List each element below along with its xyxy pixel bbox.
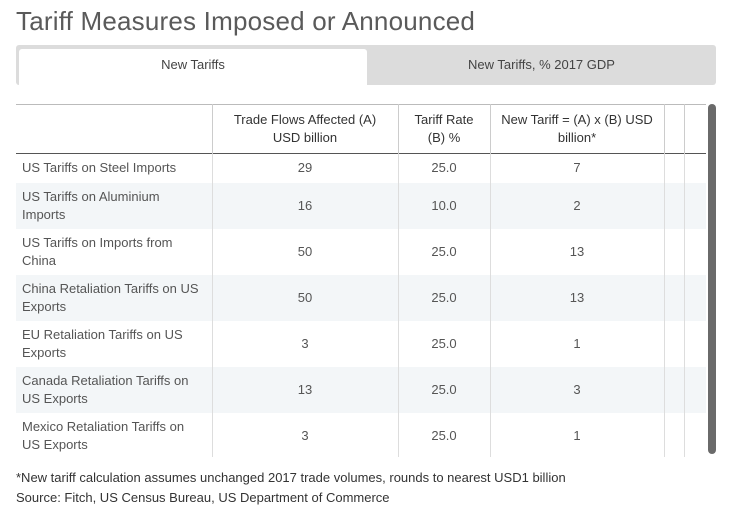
empty-cell (684, 366, 706, 413)
vertical-scrollbar[interactable] (708, 104, 716, 454)
footnote: *New tariff calculation assumes unchange… (16, 470, 566, 485)
table-row: US Tariffs on Imports from China 50 25.0… (16, 228, 706, 275)
row-label: Canada Retaliation Tariffs on US Exports (16, 366, 213, 413)
new-tariff-cell: 13 (490, 274, 665, 321)
new-tariff-cell: 7 (490, 153, 665, 183)
empty-cell (664, 320, 685, 367)
header-extra (664, 104, 685, 154)
tariff-table: Trade Flows Affected (A) USD billion Tar… (16, 104, 706, 457)
table-row: US Tariffs on Steel Imports 29 25.0 7 (16, 153, 706, 183)
tab-bar: New Tariffs New Tariffs, % 2017 GDP (16, 45, 716, 85)
table-row: Mexico Retaliation Tariffs on US Exports… (16, 412, 706, 458)
row-label: China Retaliation Tariffs on US Exports (16, 274, 213, 321)
empty-cell (684, 182, 706, 229)
empty-cell (664, 274, 685, 321)
new-tariff-cell: 2 (490, 182, 665, 229)
empty-cell (664, 412, 685, 457)
header-extra (684, 105, 706, 154)
trade-flows-cell: 50 (212, 274, 399, 321)
empty-cell (684, 154, 706, 183)
row-label: US Tariffs on Imports from China (16, 228, 213, 275)
empty-cell (684, 274, 706, 321)
tariff-rate-cell: 25.0 (398, 228, 491, 275)
tariff-rate-cell: 25.0 (398, 412, 491, 457)
trade-flows-cell: 13 (212, 366, 399, 413)
empty-cell (684, 413, 706, 458)
tab-new-tariffs-pct-gdp[interactable]: New Tariffs, % 2017 GDP (468, 56, 615, 72)
table-header-row: Trade Flows Affected (A) USD billion Tar… (16, 104, 706, 154)
table-row: Canada Retaliation Tariffs on US Exports… (16, 366, 706, 413)
row-label: US Tariffs on Steel Imports (16, 153, 213, 183)
header-tariff-rate: Tariff Rate (B) % (398, 104, 491, 154)
new-tariff-cell: 3 (490, 366, 665, 413)
header-trade-flows: Trade Flows Affected (A) USD billion (212, 104, 399, 154)
empty-cell (664, 366, 685, 413)
trade-flows-cell: 16 (212, 182, 399, 229)
tariff-table-container: Trade Flows Affected (A) USD billion Tar… (16, 104, 706, 457)
empty-cell (684, 321, 706, 367)
trade-flows-cell: 3 (212, 320, 399, 367)
tariff-rate-cell: 25.0 (398, 366, 491, 413)
row-label: US Tariffs on Aluminium Imports (16, 182, 213, 229)
tariff-rate-cell: 25.0 (398, 274, 491, 321)
empty-cell (664, 182, 685, 229)
tab-new-tariffs[interactable]: New Tariffs (19, 49, 367, 85)
empty-cell (664, 228, 685, 275)
new-tariff-cell: 13 (490, 228, 665, 275)
source-note: Source: Fitch, US Census Bureau, US Depa… (16, 490, 390, 505)
row-label: Mexico Retaliation Tariffs on US Exports (16, 412, 213, 457)
empty-cell (684, 229, 706, 275)
trade-flows-cell: 3 (212, 412, 399, 457)
header-new-tariff: New Tariff = (A) x (B) USD billion* (490, 104, 665, 154)
table-row: US Tariffs on Aluminium Imports 16 10.0 … (16, 182, 706, 229)
trade-flows-cell: 50 (212, 228, 399, 275)
tariff-rate-cell: 10.0 (398, 182, 491, 229)
new-tariff-cell: 1 (490, 320, 665, 367)
header-label (16, 104, 213, 154)
new-tariff-cell: 1 (490, 412, 665, 457)
page-title: Tariff Measures Imposed or Announced (16, 6, 476, 36)
empty-cell (664, 153, 685, 183)
tariff-rate-cell: 25.0 (398, 320, 491, 367)
row-label: EU Retaliation Tariffs on US Exports (16, 320, 213, 367)
trade-flows-cell: 29 (212, 153, 399, 183)
tariff-rate-cell: 25.0 (398, 153, 491, 183)
table-row: EU Retaliation Tariffs on US Exports 3 2… (16, 320, 706, 367)
table-row: China Retaliation Tariffs on US Exports … (16, 274, 706, 321)
